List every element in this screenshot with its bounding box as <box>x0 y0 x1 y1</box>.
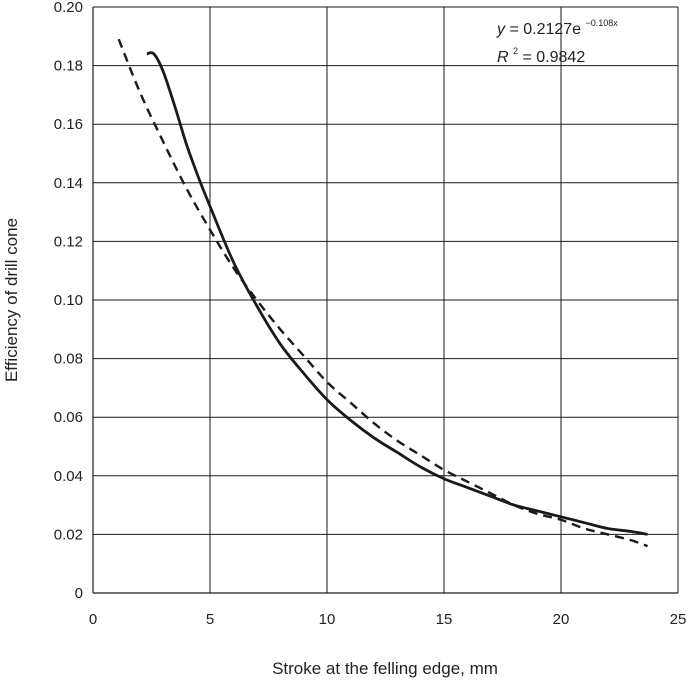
series-line-trend-dashed <box>117 38 648 548</box>
y-tick-label: 0.02 <box>54 526 83 543</box>
r-squared-value: = 0.9842 <box>522 49 585 66</box>
regression-equation: y = 0.2127e −0.108x <box>496 18 618 38</box>
equation-exponent: −0.108x <box>586 18 619 28</box>
x-tick-label: 10 <box>319 611 336 628</box>
r-squared-label: R 2 = 0.9842 <box>497 41 585 66</box>
x-tick-label: 25 <box>670 611 686 628</box>
x-tick-label: 5 <box>206 611 214 628</box>
y-tick-label: 0 <box>75 585 83 602</box>
y-tick-label: 0.10 <box>54 292 83 309</box>
equation-body: = 0.2127e <box>509 21 581 38</box>
y-tick-label: 0.20 <box>54 0 83 16</box>
axes <box>92 7 678 594</box>
x-tick-label: 20 <box>553 611 570 628</box>
y-tick-label: 0.08 <box>54 351 83 368</box>
y-tick-label: 0.06 <box>54 409 83 426</box>
x-axis-title: Stroke at the felling edge, mm <box>272 659 498 678</box>
regression-annotation: y = 0.2127e −0.108x R 2 = 0.9842 <box>496 18 618 66</box>
y-tick-label: 0.12 <box>54 233 83 250</box>
y-axis-title: Efficiency of drill cone <box>2 218 21 382</box>
y-tick-label: 0.16 <box>54 116 83 133</box>
series-layer <box>117 38 648 548</box>
x-tick-label: 0 <box>89 611 97 628</box>
y-tick-label: 0.14 <box>54 175 83 192</box>
series-line-measured-solid <box>146 51 648 536</box>
y-tick-label: 0.04 <box>54 468 83 485</box>
r-squared-superscript: 2 <box>513 46 518 56</box>
r-squared-variable: R <box>497 49 509 66</box>
x-tick-label: 15 <box>436 611 453 628</box>
grid <box>93 6 679 593</box>
y-tick-label: 0.18 <box>54 58 83 75</box>
equation-variable: y <box>496 21 506 38</box>
tick-labels: 0 0.02 0.04 0.06 0.08 0.10 0.12 0.14 0.16 0.18 0.2… <box>54 0 686 628</box>
